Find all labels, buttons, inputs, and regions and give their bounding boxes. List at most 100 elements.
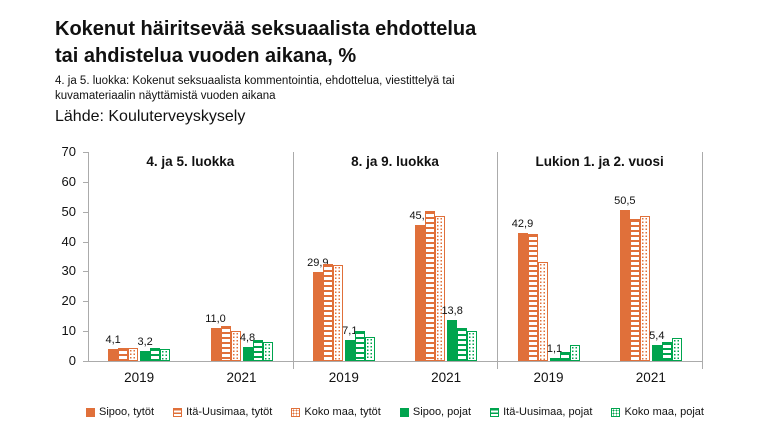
bar-sipoo-tyt-t — [210, 328, 221, 361]
legend-label: Sipoo, pojat — [412, 406, 472, 418]
legend-label: Koko maa, tytöt — [304, 406, 381, 418]
panel-title: 8. ja 9. luokka — [351, 154, 439, 169]
title-line-2: tai ahdistelua vuoden aikana, % — [55, 45, 357, 67]
legend-item-it-uusimaa-pojat: Itä-Uusimaa, pojat — [490, 406, 592, 418]
bar-it-uusimaa-pojat — [252, 340, 263, 361]
bar-value-label: 4,8 — [239, 332, 256, 344]
bar-it-uusimaa-tyt-t — [220, 326, 231, 361]
legend-item-sipoo-pojat: Sipoo, pojat — [399, 406, 472, 418]
subtitle-line-2: kuvamateriaalin näyttämistä vuoden aikan… — [55, 90, 276, 102]
bar-value-label: 42,9 — [511, 218, 534, 230]
panel-divider — [702, 152, 703, 369]
bar-koko-maa-tyt-t — [435, 216, 446, 361]
panel-title: 4. ja 5. luokka — [146, 154, 235, 169]
legend-swatch-icon — [173, 407, 183, 417]
x-axis-year-label: 2021 — [431, 370, 462, 385]
bar-value-label: 11,0 — [205, 313, 226, 325]
bar-it-uusimaa-pojat — [354, 331, 365, 361]
y-axis-tick-mark — [83, 152, 88, 153]
bar-value-label: 1,1 — [546, 343, 563, 355]
bar-koko-maa-pojat — [467, 331, 478, 361]
bar-sipoo-pojat — [549, 358, 560, 361]
y-axis-tick-label: 40 — [61, 233, 76, 249]
bar-it-uusimaa-pojat — [559, 352, 570, 361]
bar-it-uusimaa-tyt-t — [118, 348, 129, 361]
bar-sipoo-tyt-t — [108, 349, 119, 361]
legend-item-sipoo-tyt-t: Sipoo, tytöt — [86, 406, 154, 418]
bar-sipoo-tyt-t — [619, 210, 630, 361]
bar-it-uusimaa-pojat — [457, 328, 468, 361]
legend-item-it-uusimaa-tyt-t: Itä-Uusimaa, tytöt — [173, 406, 272, 418]
bar-sipoo-pojat — [651, 345, 662, 361]
bar-koko-maa-tyt-t — [537, 262, 548, 361]
legend-label: Itä-Uusimaa, pojat — [503, 406, 593, 418]
x-axis-year-label: 2019 — [124, 370, 155, 385]
bar-sipoo-tyt-t — [312, 272, 323, 361]
y-axis-tick-label: 50 — [61, 203, 76, 219]
x-axis-line — [88, 361, 703, 362]
y-axis-tick-mark — [83, 181, 88, 183]
legend-item-koko-maa-tyt-t: Koko maa, tytöt — [291, 406, 381, 418]
x-axis-year-label: 2021 — [226, 370, 257, 385]
legend-swatch-icon — [291, 407, 301, 417]
x-axis-year-label: 2021 — [635, 370, 666, 385]
panel-title: Lukion 1. ja 2. vuosi — [535, 154, 664, 169]
bar-sipoo-tyt-t — [517, 233, 528, 361]
legend-swatch-icon — [86, 407, 95, 417]
bar-value-label: 4,1 — [105, 334, 121, 346]
y-axis-tick-label: 10 — [61, 323, 76, 339]
y-axis-tick-label: 0 — [68, 353, 76, 368]
x-axis-year-label: 2019 — [533, 370, 564, 385]
bar-value-label: 3,2 — [137, 336, 153, 348]
bar-it-uusimaa-tyt-t — [425, 211, 436, 361]
bar-koko-maa-pojat — [262, 342, 273, 361]
bar-it-uusimaa-tyt-t — [322, 264, 333, 361]
page-title: Kokenut häiritsevää seksuaalista ehdotte… — [55, 16, 476, 70]
legend-swatch-icon — [399, 407, 409, 417]
bar-sipoo-tyt-t — [415, 225, 426, 361]
bar-value-label: 5,4 — [649, 330, 665, 342]
bar-it-uusimaa-pojat — [661, 342, 672, 361]
bar-value-label: 7,1 — [342, 325, 358, 337]
bar-koko-maa-tyt-t — [639, 216, 650, 361]
bar-koko-maa-tyt-t — [128, 348, 139, 361]
x-axis-year-label: 2019 — [328, 370, 359, 385]
bar-it-uusimaa-tyt-t — [629, 219, 640, 361]
y-axis-tick-mark — [83, 211, 88, 213]
bar-it-uusimaa-pojat — [150, 348, 161, 361]
title-line-1: Kokenut häiritsevää seksuaalista ehdotte… — [55, 18, 477, 40]
y-axis-tick-label: 60 — [61, 173, 76, 189]
bar-koko-maa-tyt-t — [230, 331, 241, 361]
bar-sipoo-pojat — [344, 340, 355, 361]
y-axis-tick-mark — [83, 301, 88, 303]
bar-koko-maa-tyt-t — [332, 265, 343, 361]
y-axis-tick-label: 70 — [61, 144, 76, 159]
source-label: Lähde: Kouluterveyskysely — [55, 108, 246, 125]
bar-sipoo-pojat — [447, 320, 458, 361]
panel-divider — [497, 152, 499, 369]
bar-value-label: 13,8 — [441, 305, 463, 317]
y-axis-tick-mark — [83, 361, 88, 362]
bar-it-uusimaa-tyt-t — [527, 234, 538, 361]
legend-label: Koko maa, pojat — [624, 406, 704, 418]
panel-divider — [292, 152, 294, 369]
bar-sipoo-pojat — [242, 347, 253, 361]
y-axis-tick-label: 30 — [61, 263, 76, 279]
legend-label: Itä-Uusimaa, tytöt — [186, 406, 273, 418]
chart-legend: Sipoo, tytöt Itä-Uusimaa, tytöt Koko maa, … — [86, 406, 704, 418]
y-axis-tick-mark — [83, 331, 88, 333]
bar-sipoo-pojat — [140, 351, 151, 361]
y-axis-tick-label: 20 — [61, 293, 76, 309]
legend-item-koko-maa-pojat: Koko maa, pojat — [611, 406, 704, 418]
y-axis-line — [88, 152, 89, 362]
bar-koko-maa-pojat — [569, 345, 580, 361]
legend-label: Sipoo, tytöt — [99, 406, 155, 418]
bar-koko-maa-pojat — [364, 337, 375, 361]
chart-subtitle: 4. ja 5. luokka: Kokenut seksuaalista ko… — [55, 74, 455, 104]
y-axis-tick-mark — [83, 271, 88, 273]
legend-swatch-icon — [611, 407, 621, 417]
subtitle-line-1: 4. ja 5. luokka: Kokenut seksuaalista ko… — [55, 75, 455, 87]
bar-koko-maa-pojat — [671, 338, 682, 361]
